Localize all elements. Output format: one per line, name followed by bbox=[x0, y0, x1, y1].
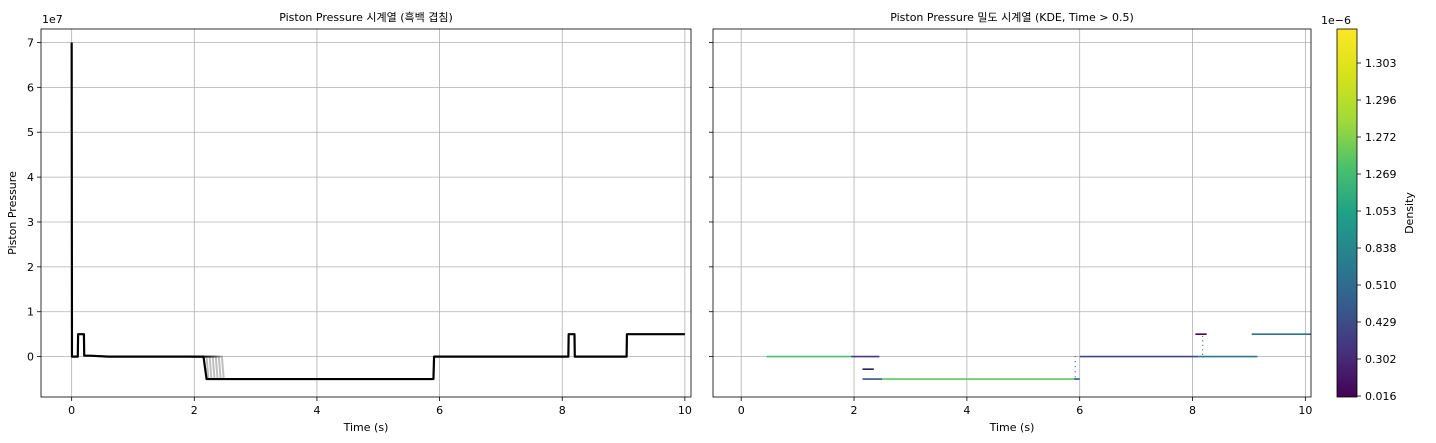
colorbar-tick-label: 0.838 bbox=[1365, 242, 1397, 255]
x-tick-label: 10 bbox=[678, 404, 692, 417]
transition-dot bbox=[1074, 366, 1076, 368]
transition-dot bbox=[1202, 340, 1204, 342]
colorbar-tick-label: 1.303 bbox=[1365, 57, 1397, 70]
left-grid bbox=[41, 29, 691, 397]
left-x-axis-label: Time (s) bbox=[343, 421, 389, 434]
left-y-offset-label: 1e7 bbox=[42, 13, 63, 26]
transition-dot bbox=[1074, 361, 1076, 363]
x-tick-label: 8 bbox=[559, 404, 566, 417]
colorbar-tick-label: 0.302 bbox=[1365, 353, 1397, 366]
right-x-ticks: 0 2 4 6 8 10 bbox=[738, 397, 1312, 417]
colorbar-ticks: 0.016 0.302 0.429 0.510 0.838 1.053 1.269 1.272… bbox=[1357, 57, 1397, 403]
transition-dot bbox=[1202, 335, 1204, 338]
y-tick-label: 5 bbox=[27, 126, 34, 139]
left-y-ticks: 0 1 2 3 4 5 6 7 bbox=[27, 36, 41, 364]
y-tick-label: 1 bbox=[27, 306, 34, 319]
colorbar-tick-label: 0.016 bbox=[1365, 390, 1397, 403]
right-chart-title: Piston Pressure 밀도 시계열 (KDE, Time > 0.5) bbox=[890, 11, 1134, 24]
colorbar-tick-label: 0.429 bbox=[1365, 316, 1397, 329]
right-grid bbox=[713, 29, 1311, 397]
density-transition-dots bbox=[1074, 335, 1204, 378]
x-tick-label: 8 bbox=[1189, 404, 1196, 417]
overlap-trace bbox=[191, 355, 232, 381]
y-tick-label: 2 bbox=[27, 261, 34, 274]
y-tick-label: 7 bbox=[27, 36, 34, 49]
density-segments bbox=[766, 333, 1311, 380]
transition-dot bbox=[1074, 376, 1076, 378]
right-x-axis-label: Time (s) bbox=[989, 421, 1035, 434]
colorbar-tick-label: 1.272 bbox=[1365, 131, 1397, 144]
right-plot-frame bbox=[712, 28, 1312, 398]
transition-dot bbox=[1202, 344, 1204, 346]
pressure-series bbox=[70, 42, 685, 381]
y-tick-label: 6 bbox=[27, 81, 34, 94]
colorbar-tick-label: 1.269 bbox=[1365, 168, 1397, 181]
colorbar-tick-label: 0.510 bbox=[1365, 279, 1397, 292]
colorbar-tick-label: 1.296 bbox=[1365, 94, 1397, 107]
overlap-traces bbox=[191, 355, 232, 381]
left-y-axis-label: Piston Pressure bbox=[6, 171, 19, 255]
colorbar-offset-label: 1e−6 bbox=[1321, 14, 1351, 27]
x-tick-label: 4 bbox=[963, 404, 970, 417]
colorbar-label: Density bbox=[1403, 192, 1416, 234]
left-x-ticks: 0 2 4 6 8 10 bbox=[68, 397, 692, 417]
x-tick-label: 2 bbox=[851, 404, 858, 417]
left-plot-frame bbox=[40, 28, 692, 398]
pressure-line bbox=[70, 42, 685, 381]
x-tick-label: 6 bbox=[436, 404, 443, 417]
transition-dot bbox=[1074, 371, 1076, 373]
colorbar-tick-label: 1.053 bbox=[1365, 205, 1397, 218]
colorbar: 1e−6 0.016 0.302 0.429 0.510 0.838 1.053 1.269… bbox=[1321, 14, 1416, 403]
colorbar-gradient bbox=[1336, 28, 1358, 398]
x-tick-label: 0 bbox=[68, 404, 75, 417]
transition-dot bbox=[1202, 349, 1204, 351]
x-tick-label: 2 bbox=[191, 404, 198, 417]
y-tick-label: 4 bbox=[27, 171, 34, 184]
y-tick-label: 0 bbox=[27, 351, 34, 364]
density-panel: Piston Pressure 밀도 시계열 (KDE, Time > 0.5)… bbox=[709, 11, 1312, 434]
x-tick-label: 4 bbox=[313, 404, 320, 417]
y-tick-label: 3 bbox=[27, 216, 34, 229]
transition-dot bbox=[1202, 353, 1204, 355]
timeseries-panel: Piston Pressure 시계열 (흑백 겹침) 1e7 0 2 4 6 8 10 … bbox=[6, 10, 692, 434]
x-tick-label: 6 bbox=[1076, 404, 1083, 417]
right-y-ticks bbox=[709, 42, 713, 358]
x-tick-label: 0 bbox=[738, 404, 745, 417]
x-tick-label: 10 bbox=[1298, 404, 1312, 417]
transition-dot bbox=[1074, 356, 1076, 358]
left-chart-title: Piston Pressure 시계열 (흑백 겹침) bbox=[279, 10, 453, 24]
